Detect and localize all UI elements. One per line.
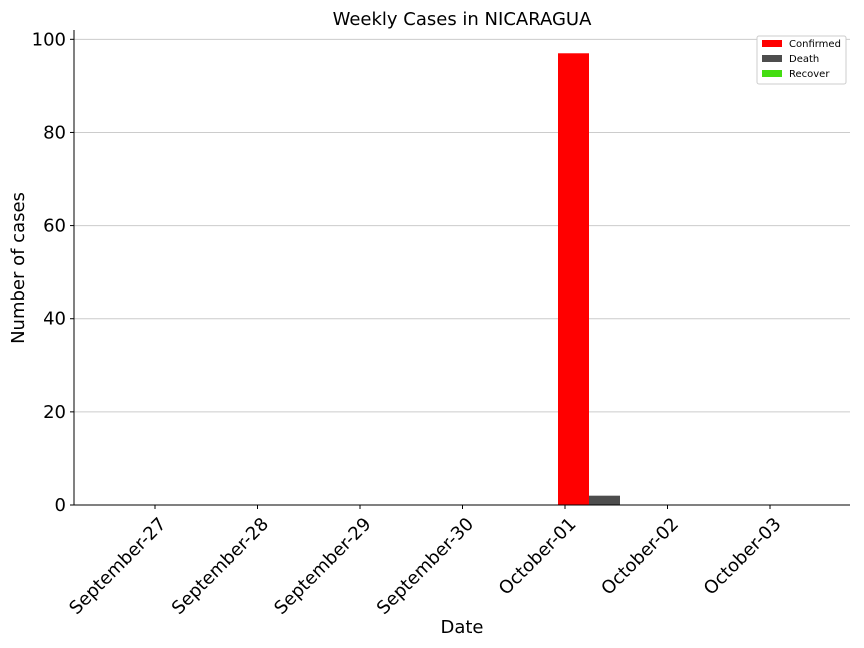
legend-swatch-death — [762, 55, 782, 62]
legend-label: Death — [789, 54, 819, 65]
y-tick-label: 80 — [43, 122, 66, 143]
y-tick-label: 40 — [43, 309, 66, 330]
y-tick-label: 0 — [55, 495, 66, 516]
y-tick-label: 100 — [32, 29, 66, 50]
legend-label: Recover — [789, 69, 830, 80]
bar-death — [589, 495, 620, 505]
gridlines — [74, 38, 850, 413]
y-axis-label: Number of cases — [8, 192, 29, 344]
legend-label: Confirmed — [789, 39, 841, 50]
y-tick-label: 20 — [43, 402, 66, 423]
y-ticks: 0 20 40 60 80 100 — [32, 29, 74, 516]
bar-confirmed — [558, 53, 589, 506]
y-tick-label: 60 — [43, 216, 66, 237]
chart-title: Weekly Cases in NICARAGUA — [333, 9, 593, 30]
legend-swatch-confirmed — [762, 40, 782, 47]
legend-swatch-recover — [762, 70, 782, 77]
bars — [558, 53, 620, 506]
legend: Confirmed Death Recover — [756, 35, 847, 85]
x-axis-label: Date — [440, 617, 483, 638]
